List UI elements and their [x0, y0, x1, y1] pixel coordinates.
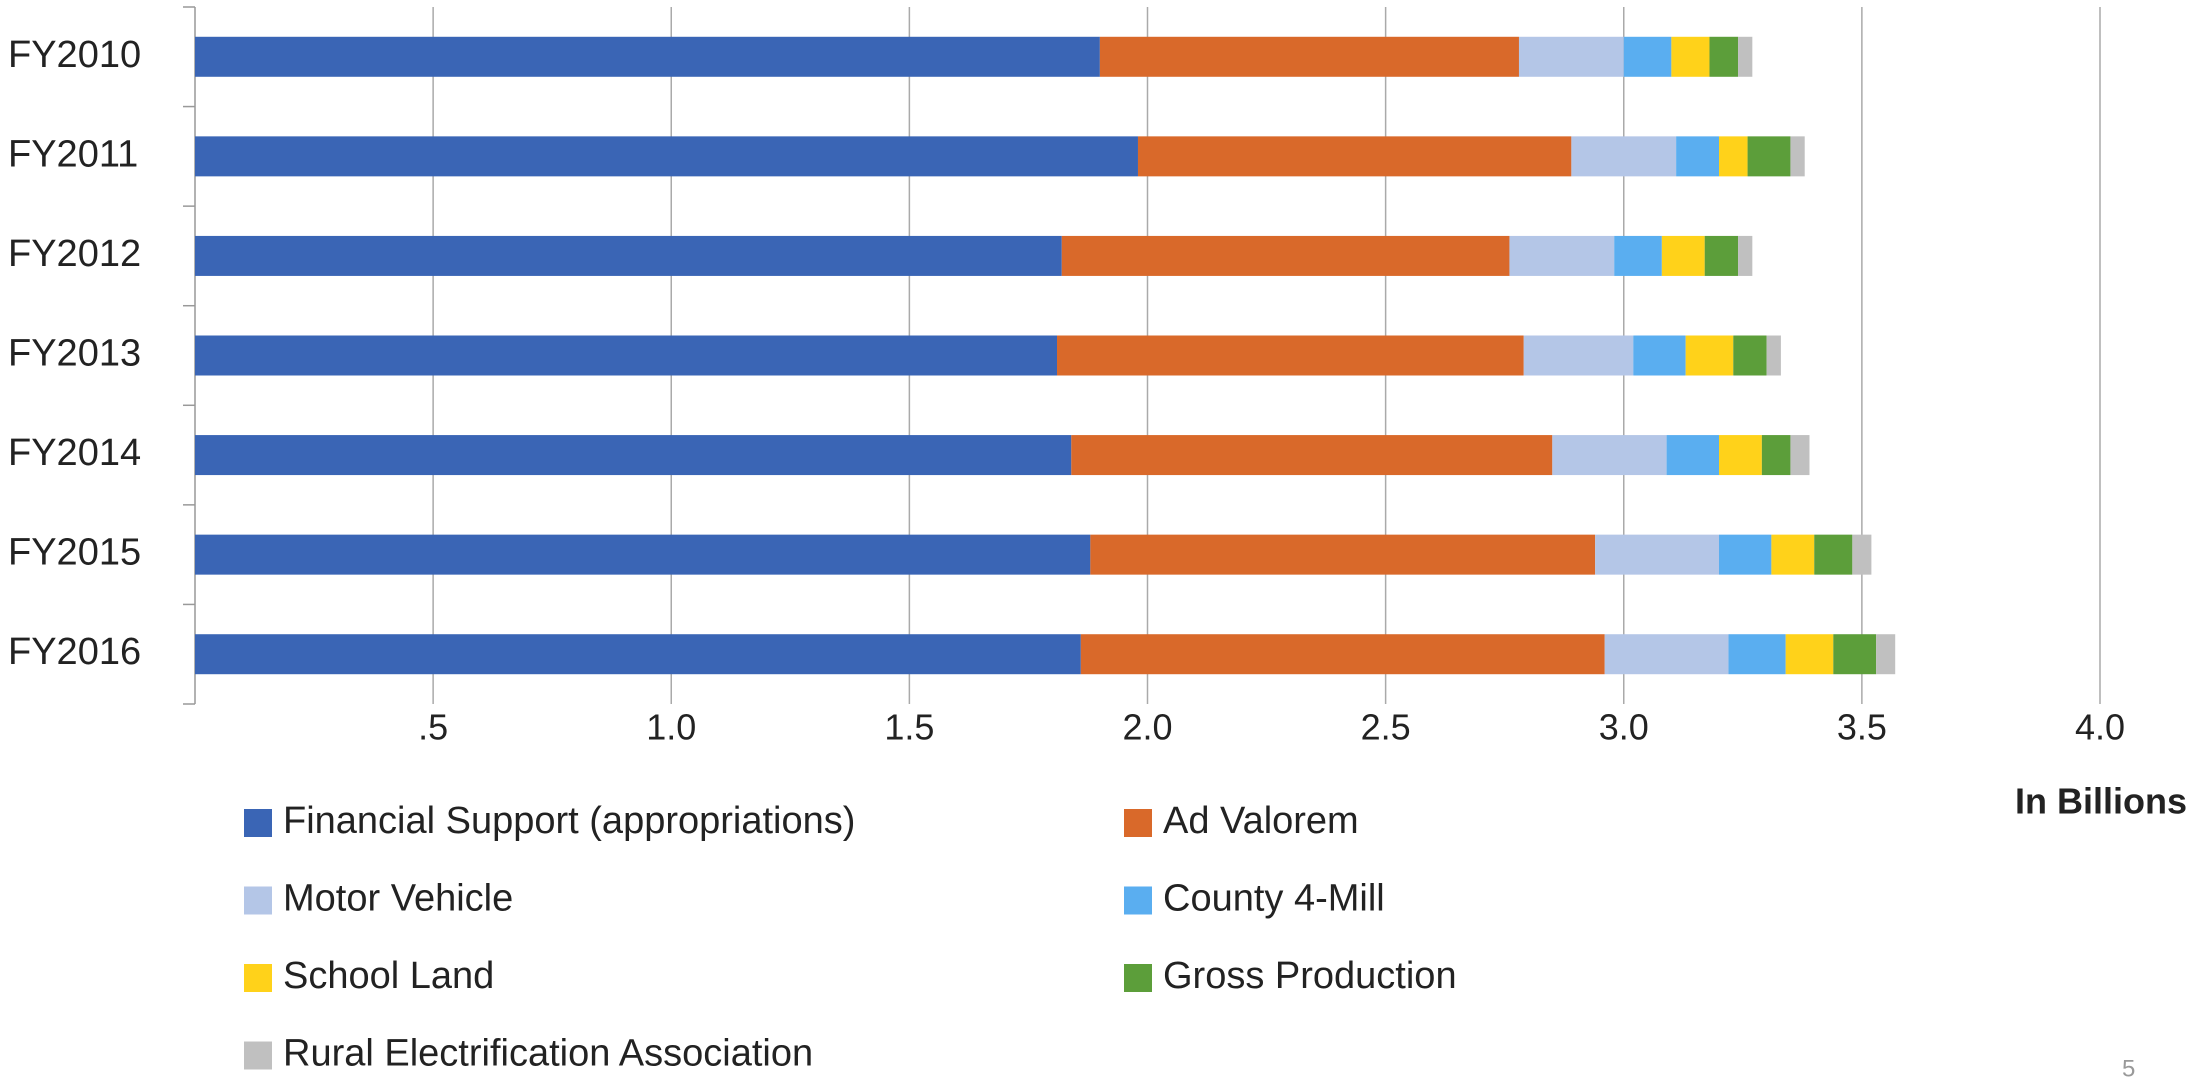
bar-segment [1137, 136, 1572, 177]
legend-label: Financial Support (appropriations) [283, 800, 855, 842]
bar-segment [1676, 136, 1719, 177]
x-tick-label: 2.5 [1361, 707, 1411, 748]
x-axis-label: In Billions [2015, 781, 2187, 822]
legend-swatch [244, 809, 272, 837]
y-tick-label: FY2013 [8, 333, 141, 375]
bar-segment [1061, 235, 1510, 276]
bar-segment [1080, 634, 1605, 675]
legend-label: Gross Production [1163, 955, 1457, 997]
bar-segment [1790, 435, 1810, 476]
bar-segment [1719, 136, 1748, 177]
bar-segment [1623, 36, 1672, 77]
legend-swatch [244, 964, 272, 992]
bar-segment [1595, 534, 1719, 575]
bar-segment [1761, 435, 1791, 476]
legend-label: Motor Vehicle [283, 878, 513, 920]
bar-segment [1814, 534, 1853, 575]
bar-segment [1523, 335, 1634, 376]
bar-segment [1518, 36, 1624, 77]
bar-segment [1704, 235, 1739, 276]
x-tick-label: 4.0 [2075, 707, 2125, 748]
bar-segment [1666, 435, 1719, 476]
bar-segment [1633, 335, 1686, 376]
y-tick-label: FY2010 [8, 34, 141, 76]
legend-swatch [1124, 886, 1152, 915]
page-number: 5 [2122, 1055, 2135, 1077]
legend-label: County 4-Mill [1163, 878, 1385, 920]
y-tick-label: FY2015 [8, 532, 141, 574]
bar-segment [195, 36, 1100, 77]
y-tick-label: FY2016 [8, 631, 141, 673]
x-tick-label: 3.5 [1837, 707, 1887, 748]
legend-swatch [244, 886, 272, 915]
bar-segment [1733, 335, 1767, 376]
bar-segment [1785, 634, 1834, 675]
bar-segment [1709, 36, 1739, 77]
bar-segment [1738, 36, 1753, 77]
bar-segment [1852, 534, 1872, 575]
bar-segment [1614, 235, 1662, 276]
y-tick-label: FY2014 [8, 432, 141, 474]
legend-swatch [1124, 964, 1152, 992]
x-tick-label: 1.0 [646, 707, 696, 748]
bar-segment [195, 136, 1138, 177]
legend-swatch [244, 1041, 272, 1070]
bar-segment [1604, 634, 1729, 675]
y-tick-label: FY2011 [8, 133, 138, 175]
bar-segment [1090, 534, 1596, 575]
bar-segment [1671, 36, 1710, 77]
x-tick-label: 1.5 [884, 707, 934, 748]
x-tick-label: 2.0 [1122, 707, 1172, 748]
bar-segment [1099, 36, 1519, 77]
legend-label: Ad Valorem [1163, 800, 1359, 842]
bar-segment [1790, 136, 1805, 177]
legend-label: Rural Electrification Association [283, 1033, 813, 1075]
bar-segment [1571, 136, 1677, 177]
bar-segment [1766, 335, 1781, 376]
bar-segment [1685, 335, 1734, 376]
bar-segment [195, 634, 1081, 675]
bar-segment [1747, 136, 1791, 177]
bar-segment [1661, 235, 1705, 276]
bar-segment [1771, 534, 1815, 575]
bar-segment [1728, 634, 1786, 675]
x-tick-label: 3.0 [1599, 707, 1649, 748]
bar-segment [1719, 435, 1762, 476]
bar-segment [1876, 634, 1896, 675]
legend-label: School Land [283, 955, 494, 997]
bar-segment [1071, 435, 1553, 476]
bar-segment [195, 235, 1062, 276]
y-tick-label: FY2012 [8, 233, 141, 275]
x-tick-label: .5 [418, 707, 448, 748]
bar-segment [195, 534, 1091, 575]
bar-segment [1509, 235, 1615, 276]
bar-segment [195, 435, 1072, 476]
legend-swatch [1124, 809, 1152, 837]
bar-segment [1057, 335, 1524, 376]
bar-segment [1738, 235, 1753, 276]
bar-segment [1719, 534, 1772, 575]
bar-segment [1552, 435, 1667, 476]
bar-segment [1833, 634, 1877, 675]
bar-segment [195, 335, 1058, 376]
